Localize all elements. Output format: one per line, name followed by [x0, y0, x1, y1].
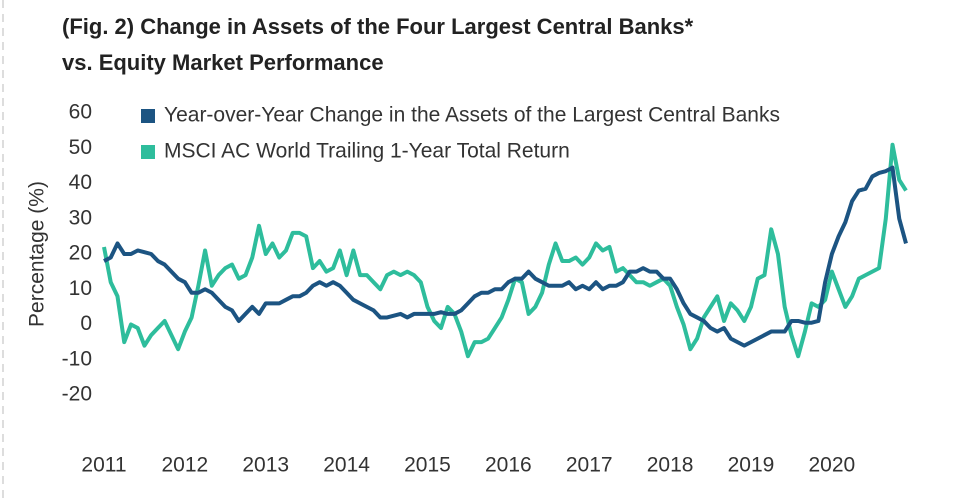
series-line	[103, 165, 908, 348]
x-tick-label: 2016	[485, 454, 532, 477]
chart-title: (Fig. 2) Change in Assets of the Four La…	[62, 14, 694, 39]
series-line	[102, 142, 908, 359]
y-tick-label: 20	[69, 242, 92, 265]
x-tick-label: 2012	[162, 454, 209, 477]
x-tick-label: 2020	[809, 454, 856, 477]
y-axis-label: Percentage (%)	[26, 181, 49, 327]
y-tick-label: 50	[69, 136, 92, 159]
y-tick-label: 10	[69, 277, 92, 300]
y-tick-label: 30	[69, 206, 92, 229]
x-tick-label: 2011	[81, 454, 126, 477]
x-tick-label: 2014	[323, 454, 370, 477]
x-tick-label: 2017	[566, 454, 613, 477]
legend-swatch	[141, 145, 155, 159]
legend-label: Year-over-Year Change in the Assets of t…	[164, 104, 780, 127]
y-tick-label: -10	[62, 347, 92, 370]
y-tick-label: 40	[69, 171, 92, 194]
y-tick-label: 0	[80, 312, 92, 335]
y-tick-label: 60	[69, 101, 92, 124]
legend-swatch	[141, 109, 155, 123]
x-tick-label: 2013	[242, 454, 289, 477]
x-tick-label: 2015	[404, 454, 451, 477]
legend-label: MSCI AC World Trailing 1-Year Total Retu…	[164, 140, 570, 163]
chart-subtitle: vs. Equity Market Performance	[62, 50, 384, 75]
x-tick-label: 2019	[728, 454, 775, 477]
x-tick-label: 2018	[647, 454, 694, 477]
y-tick-label: -20	[62, 383, 92, 406]
